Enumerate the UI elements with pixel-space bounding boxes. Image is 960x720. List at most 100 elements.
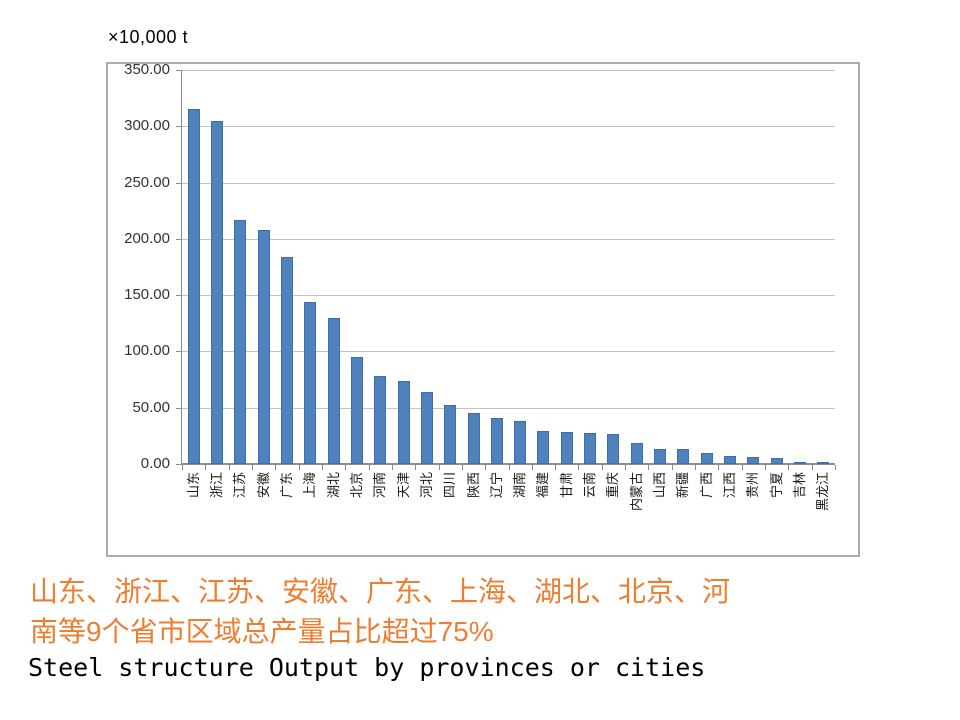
x-category-label-text: 广西 [698, 472, 714, 499]
x-category-label: 山东 [182, 472, 206, 570]
x-category-label: 广东 [275, 472, 299, 570]
x-category-label-text: 辽宁 [488, 472, 504, 499]
x-category-label: 宁夏 [765, 472, 789, 570]
x-category-label: 广西 [695, 472, 719, 570]
x-category-label: 黑龙江 [811, 472, 835, 570]
x-category-label: 河南 [368, 472, 392, 570]
x-category-label: 江苏 [228, 472, 252, 570]
bar [584, 433, 597, 464]
x-category-label-text: 浙江 [208, 472, 224, 499]
x-tick [415, 465, 417, 470]
x-tick [461, 465, 463, 470]
x-category-label: 陕西 [462, 472, 486, 570]
x-category-label: 云南 [578, 472, 602, 570]
x-category-label: 辽宁 [485, 472, 509, 570]
x-category-label: 重庆 [601, 472, 625, 570]
caption-line-2: 南等9个省市区域总产量占比超过75% [30, 616, 494, 647]
x-tick [508, 465, 510, 470]
bar [654, 448, 667, 464]
x-tick [438, 465, 440, 470]
bar [280, 256, 293, 464]
gridline [182, 70, 835, 71]
x-category-label-text: 北京 [348, 472, 364, 499]
caption-line-1: 山东、浙江、江苏、安徽、广东、上海、湖北、北京、河 [30, 576, 731, 607]
x-category-label-text: 重庆 [605, 472, 621, 499]
bar [794, 461, 807, 464]
x-tick [555, 465, 557, 470]
x-tick [205, 465, 207, 470]
y-tick [176, 238, 182, 240]
bar [327, 317, 340, 464]
y-tick [176, 182, 182, 184]
x-tick [228, 465, 230, 470]
x-category-label-text: 黑龙江 [815, 472, 831, 512]
x-tick [182, 465, 183, 470]
x-tick [391, 465, 393, 470]
x-category-label-text: 福建 [535, 472, 551, 499]
bar-chart: 0.00 50.00 100.00 150.00 200.00 250.00 300.00 3… [106, 61, 860, 557]
x-tick [321, 465, 323, 470]
x-tick [671, 465, 673, 470]
gridline [182, 407, 835, 409]
x-category-label-text: 河北 [418, 472, 434, 499]
gridline [182, 295, 835, 297]
x-category-label: 湖南 [508, 472, 532, 570]
x-tick [578, 465, 580, 470]
x-category-label: 上海 [298, 472, 322, 570]
bar [537, 431, 550, 464]
x-tick [788, 465, 790, 470]
bar [210, 120, 223, 464]
bar [770, 458, 783, 464]
x-category-label-text: 天津 [395, 472, 411, 499]
y-tick-label: 350.00 [124, 61, 170, 78]
y-tick-label: 50.00 [132, 398, 170, 416]
x-category-label-text: 宁夏 [768, 472, 784, 499]
x-tick [275, 465, 277, 470]
x-tick [368, 465, 370, 470]
x-tick [718, 465, 720, 470]
bar [234, 219, 247, 464]
x-category-label: 内蒙古 [625, 472, 649, 570]
y-tick-label: 200.00 [124, 229, 170, 247]
x-tick [835, 465, 836, 470]
x-tick [811, 465, 813, 470]
bar [397, 380, 410, 464]
y-tick [176, 70, 182, 71]
y-tick-label: 300.00 [124, 117, 170, 135]
bar [187, 109, 200, 464]
y-tick-label: 250.00 [124, 173, 170, 191]
x-category-label-text: 江西 [722, 472, 738, 499]
x-category-label: 浙江 [205, 472, 229, 570]
x-tick [345, 465, 347, 470]
x-category-label-text: 山东 [185, 472, 201, 499]
x-tick [695, 465, 697, 470]
bar [257, 229, 270, 464]
x-category-label-text: 江苏 [232, 472, 248, 499]
x-tick [625, 465, 627, 470]
bar [677, 449, 690, 464]
x-category-label-text: 陕西 [465, 472, 481, 499]
bar [514, 421, 527, 464]
bar [630, 442, 643, 464]
x-category-label-text: 吉林 [792, 472, 808, 499]
x-tick [648, 465, 650, 470]
x-category-label: 山西 [648, 472, 672, 570]
y-tick-label: 0.00 [140, 455, 170, 472]
y-tick [176, 351, 182, 353]
x-category-label-text: 云南 [582, 472, 598, 499]
x-category-label-text: 湖北 [325, 472, 341, 499]
bar [374, 376, 387, 464]
y-axis [181, 70, 182, 464]
x-category-label-text: 上海 [302, 472, 318, 499]
x-category-label: 湖北 [322, 472, 346, 570]
x-tick [531, 465, 533, 470]
bar [467, 413, 480, 464]
y-tick [176, 464, 182, 465]
x-category-label-text: 河南 [372, 472, 388, 499]
x-category-label: 吉林 [788, 472, 812, 570]
x-category-label: 北京 [345, 472, 369, 570]
bar [817, 462, 830, 465]
x-category-label-text: 广东 [278, 472, 294, 499]
x-category-label: 福建 [531, 472, 555, 570]
x-category-label-text: 湖南 [512, 472, 528, 499]
